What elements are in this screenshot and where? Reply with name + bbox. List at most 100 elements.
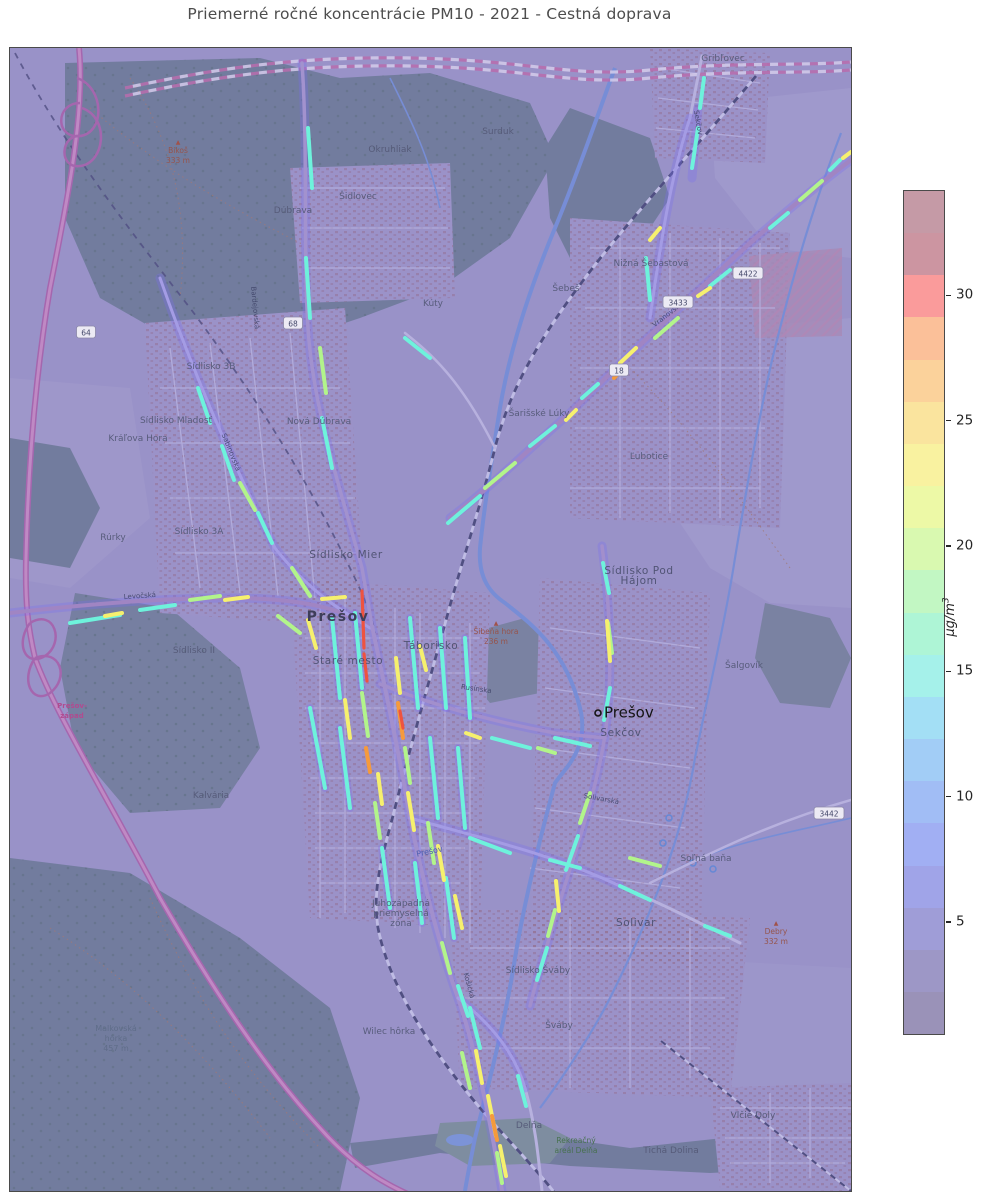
road-shield: 4422 xyxy=(732,266,764,280)
colorbar-band xyxy=(904,359,944,402)
colorbar-band xyxy=(904,654,944,697)
road-shield: 18 xyxy=(609,363,629,377)
colorbar: 5 10 15 20 25 30 µg/m3 xyxy=(903,190,999,1035)
map-label: Gribľovec xyxy=(701,54,745,64)
street-label: Bardejovská xyxy=(249,286,261,329)
map-panel: ▲ ▲ ▲ Gribľovec Surduk Okruhliak Šidlovec Dúbr… xyxy=(9,47,852,1192)
motorway-d1 xyxy=(21,48,409,1191)
map-label: Sídlisko Šváby xyxy=(506,964,571,976)
colorbar-band xyxy=(904,233,944,276)
map-label: Šalgovík xyxy=(725,659,764,671)
colorbar-tick-mark xyxy=(946,419,951,422)
map-label: Rekreačný areál Delňa xyxy=(554,1136,597,1155)
railway-proposed xyxy=(124,56,851,98)
colorbar-band xyxy=(904,781,944,824)
river-torysa xyxy=(463,67,617,1191)
delna-park xyxy=(435,1118,570,1166)
map-label: Delňa xyxy=(516,1120,542,1131)
colorbar-tick-mark xyxy=(946,670,951,673)
figure-title: Priemerné ročné koncentrácie PM10 - 2021… xyxy=(187,5,672,23)
colorbar-band xyxy=(904,486,944,529)
map-label: Rúrky xyxy=(100,533,126,543)
map-label: Okruhliak xyxy=(368,145,412,155)
map-label: Malkovská hôrka 457 m xyxy=(95,1024,137,1053)
colorbar-band xyxy=(904,991,944,1035)
map-label: Kúty xyxy=(423,299,444,309)
map-label: Solivar xyxy=(616,917,656,929)
presov-marker-label: Prešov xyxy=(604,704,654,722)
map-label: Sídlisko Mier xyxy=(309,549,383,561)
pm10-field-overlay-2 xyxy=(10,48,851,1191)
colorbar-gradient xyxy=(903,190,945,1035)
svg-text:▲: ▲ xyxy=(774,920,779,927)
road-shield: 3442 xyxy=(813,806,845,820)
colorbar-tick-mark xyxy=(946,796,951,798)
colorbar-band xyxy=(904,401,944,444)
map-label: Wilec hôrka xyxy=(363,1026,416,1037)
map-label: Nová Dúbrava xyxy=(287,417,351,427)
colorbar-tick-label: 5 xyxy=(956,913,965,930)
map-label: Šarišské Lúky xyxy=(509,407,571,419)
svg-text:64: 64 xyxy=(81,329,91,338)
map-label: Staré mesto xyxy=(313,655,383,667)
map-label: Ľubotice xyxy=(630,452,669,462)
map-labels-layer: Gribľovec Surduk Okruhliak Šidlovec Dúbrava K… xyxy=(57,54,788,1156)
springs xyxy=(659,814,717,873)
map-label: Sekčov xyxy=(600,727,641,739)
map-label: Kráľova Hora xyxy=(108,434,167,444)
heat-cyan xyxy=(68,76,842,1108)
road-shield: 64 xyxy=(76,325,96,339)
colorbar-band xyxy=(904,612,944,655)
map-label: Šváby xyxy=(545,1019,573,1031)
map-label: Šidlovec xyxy=(339,190,377,202)
colorbar-tick-label: 30 xyxy=(956,286,974,303)
colorbar-band xyxy=(904,949,944,992)
heat-red xyxy=(360,367,624,730)
colorbar-tick-mark xyxy=(946,545,951,547)
delna-pond xyxy=(446,1134,474,1146)
stream-north xyxy=(389,77,441,209)
map-label: Soľná baňa xyxy=(680,853,731,864)
colorbar-band xyxy=(904,191,944,234)
colorbar-band xyxy=(904,865,944,908)
map-label: Táborisko xyxy=(403,640,458,652)
map-label: Juhozápadná priemyselná zóna xyxy=(371,899,430,929)
colorbar-tick-label: 15 xyxy=(956,663,974,680)
map-label: Sídlisko II xyxy=(173,646,215,656)
svg-text:▲: ▲ xyxy=(494,620,499,627)
map-basemap: ▲ ▲ ▲ Gribľovec Surduk Okruhliak Šidlovec Dúbr… xyxy=(10,48,851,1191)
railways xyxy=(14,52,851,1191)
forest-paths xyxy=(49,77,791,1149)
pm10-field-overlay xyxy=(10,48,851,1191)
road-shield: 3433 xyxy=(662,295,694,309)
map-label: Tichá Dolina xyxy=(642,1146,698,1156)
road-shield: 68 xyxy=(283,316,303,330)
map-label: Kalvária xyxy=(193,791,229,801)
colorbar-band xyxy=(904,317,944,360)
map-label: Sídlisko Mladosť xyxy=(140,416,213,426)
map-label: Bikoš 333 m xyxy=(166,146,190,165)
city-marker-layer: Prešov xyxy=(594,704,654,722)
colorbar-band xyxy=(904,907,944,950)
road-shields-layer: 64 68 18 3433 4422 3442 xyxy=(76,266,845,820)
colorbar-tick-label: 10 xyxy=(956,788,974,805)
map-label: Dúbrava xyxy=(274,206,312,216)
map-label: Šibeňa hora 236 m xyxy=(474,627,519,646)
peak-markers: ▲ ▲ ▲ xyxy=(176,139,779,927)
svg-text:3442: 3442 xyxy=(819,810,838,819)
colorbar-band xyxy=(904,696,944,740)
map-label: Vlčie Doly xyxy=(731,1110,776,1121)
colorbar-band xyxy=(904,443,944,487)
colorbar-tick-label: 20 xyxy=(956,537,974,554)
colorbar-band xyxy=(904,528,944,571)
svg-text:▲: ▲ xyxy=(176,139,181,146)
colorbar-band xyxy=(904,275,944,318)
colorbar-tick-mark xyxy=(946,294,951,296)
map-label: Sídlisko Pod Hájom xyxy=(604,565,673,587)
colorbar-band xyxy=(904,570,944,613)
map-label: Surduk xyxy=(482,127,514,137)
map-label: Sídlisko 3A xyxy=(175,527,225,537)
colorbar-band xyxy=(904,739,944,782)
river-sekcov xyxy=(539,132,843,1109)
